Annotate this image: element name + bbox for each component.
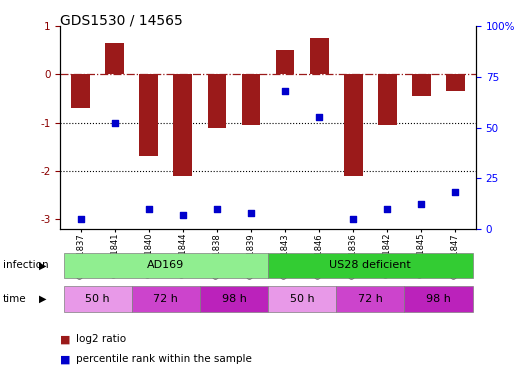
Point bbox=[76, 216, 85, 222]
Bar bbox=[336, 286, 404, 312]
Point bbox=[281, 88, 289, 94]
Text: log2 ratio: log2 ratio bbox=[76, 334, 126, 344]
Bar bbox=[71, 75, 90, 108]
Bar bbox=[208, 75, 226, 128]
Bar bbox=[64, 253, 268, 278]
Text: AD169: AD169 bbox=[147, 260, 185, 270]
Point bbox=[179, 211, 187, 217]
Bar bbox=[268, 286, 336, 312]
Point bbox=[349, 216, 357, 222]
Point bbox=[417, 201, 426, 207]
Point bbox=[383, 206, 392, 212]
Bar bbox=[446, 75, 465, 92]
Bar bbox=[105, 43, 124, 75]
Point bbox=[213, 206, 221, 212]
Bar bbox=[174, 75, 192, 176]
Bar bbox=[242, 75, 260, 125]
Point bbox=[247, 210, 255, 216]
Text: US28 deficient: US28 deficient bbox=[329, 260, 411, 270]
Text: infection: infection bbox=[3, 260, 48, 270]
Bar bbox=[412, 75, 431, 96]
Text: 72 h: 72 h bbox=[153, 294, 178, 304]
Text: ▶: ▶ bbox=[39, 260, 47, 270]
Text: 72 h: 72 h bbox=[358, 294, 383, 304]
Text: time: time bbox=[3, 294, 26, 304]
Text: ▶: ▶ bbox=[39, 294, 47, 304]
Text: ■: ■ bbox=[60, 354, 71, 364]
Bar bbox=[268, 253, 472, 278]
Text: 98 h: 98 h bbox=[426, 294, 451, 304]
Text: 50 h: 50 h bbox=[290, 294, 314, 304]
Bar bbox=[132, 286, 200, 312]
Text: ■: ■ bbox=[60, 334, 71, 344]
Text: 98 h: 98 h bbox=[222, 294, 246, 304]
Bar bbox=[310, 38, 328, 75]
Bar bbox=[378, 75, 396, 125]
Text: GDS1530 / 14565: GDS1530 / 14565 bbox=[60, 13, 183, 27]
Bar bbox=[64, 286, 132, 312]
Text: percentile rank within the sample: percentile rank within the sample bbox=[76, 354, 252, 364]
Point bbox=[144, 206, 153, 212]
Text: 50 h: 50 h bbox=[85, 294, 110, 304]
Point bbox=[451, 189, 460, 195]
Point bbox=[315, 114, 323, 120]
Bar bbox=[276, 50, 294, 75]
Bar bbox=[200, 286, 268, 312]
Bar bbox=[140, 75, 158, 156]
Point bbox=[110, 120, 119, 126]
Bar bbox=[344, 75, 362, 176]
Bar bbox=[404, 286, 472, 312]
